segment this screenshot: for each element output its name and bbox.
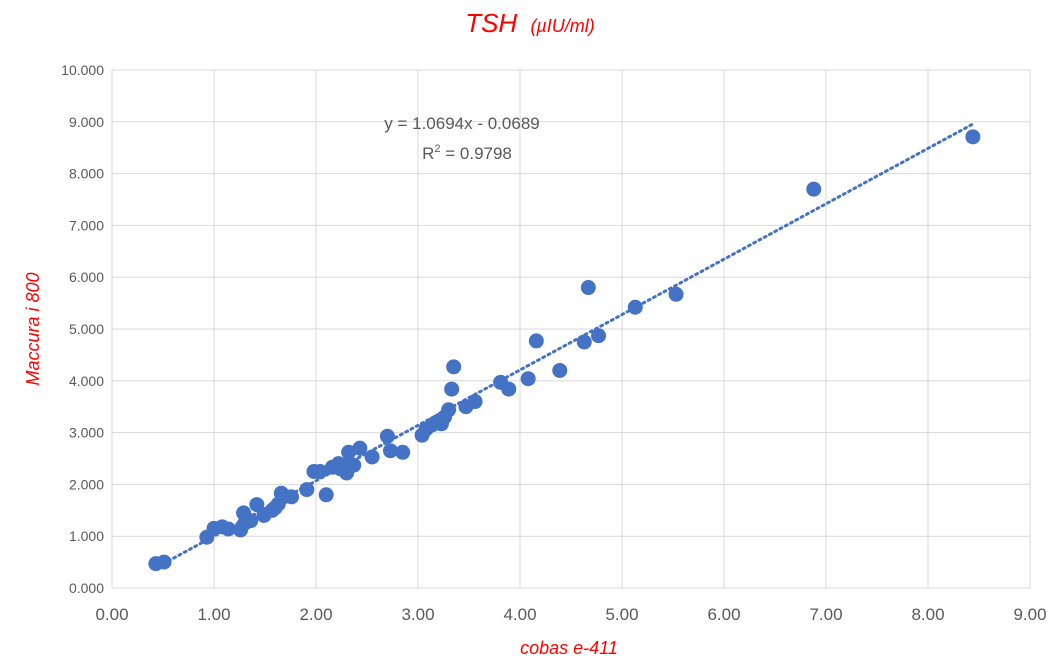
y-tick-label: 1.000 (69, 528, 104, 544)
y-tick-label: 10.000 (61, 62, 104, 78)
r-squared-label: R2 = 0.9798 (422, 143, 512, 163)
data-point (318, 487, 334, 503)
r-squared-value: = 0.9798 (441, 144, 512, 163)
y-tick-label: 2.000 (69, 476, 104, 492)
data-point (312, 463, 328, 479)
x-tick-label: 0.00 (95, 605, 128, 624)
data-point (501, 381, 517, 397)
x-tick-label: 1.00 (197, 605, 230, 624)
x-tick-label: 6.00 (707, 605, 740, 624)
data-point (528, 333, 544, 349)
data-point (520, 371, 536, 387)
y-tick-label: 0.000 (69, 580, 104, 596)
data-point (220, 521, 236, 537)
x-tick-label: 8.00 (911, 605, 944, 624)
x-tick-label: 3.00 (401, 605, 434, 624)
data-point (395, 444, 411, 460)
data-point (806, 181, 822, 197)
x-tick-label: 2.00 (299, 605, 332, 624)
x-tick-label: 7.00 (809, 605, 842, 624)
data-point (576, 334, 592, 350)
data-point (299, 482, 315, 498)
data-point (156, 554, 172, 570)
data-point (346, 457, 362, 473)
x-tick-label: 9.00 (1013, 605, 1046, 624)
data-point (379, 428, 395, 444)
r-squared-prefix: R (422, 144, 434, 163)
chart-title: TSH (µIU/ml) (465, 8, 595, 38)
x-tick-label: 5.00 (605, 605, 638, 624)
data-point (249, 497, 265, 513)
y-tick-label: 8.000 (69, 166, 104, 182)
data-point (668, 286, 684, 302)
data-point (243, 513, 259, 529)
x-axis-ticks: 0.00 1.00 2.00 3.00 4.00 5.00 6.00 7.00 8.00 9.00 (95, 605, 1046, 624)
data-point (284, 489, 300, 505)
y-axis-label: Maccura i 800 (23, 272, 43, 385)
x-tick-label: 4.00 (503, 605, 536, 624)
data-point (552, 362, 568, 378)
y-tick-label: 3.000 (69, 425, 104, 441)
data-point (627, 299, 643, 315)
y-axis-ticks: 0.000 1.000 2.000 3.000 4.000 5.000 6.000 7.000… (61, 62, 104, 596)
r-squared-superscript: 2 (434, 143, 440, 155)
data-point (441, 402, 457, 418)
data-points (148, 129, 981, 572)
data-point (467, 394, 483, 410)
data-point (352, 440, 368, 456)
x-axis-label: cobas e-411 (520, 638, 618, 658)
data-point (580, 280, 596, 296)
y-tick-label: 5.000 (69, 321, 104, 337)
data-point (444, 381, 460, 397)
data-point (382, 443, 398, 459)
gridlines (111, 69, 1031, 589)
chart-title-text: TSH (465, 8, 517, 38)
y-tick-label: 4.000 (69, 373, 104, 389)
y-tick-label: 9.000 (69, 114, 104, 130)
y-tick-label: 7.000 (69, 217, 104, 233)
data-point (965, 129, 981, 145)
chart-title-unit: (µIU/ml) (530, 16, 594, 36)
y-tick-label: 6.000 (69, 269, 104, 285)
data-point (446, 359, 462, 375)
data-point (364, 449, 380, 465)
trendline-equation: y = 1.0694x - 0.0689 (384, 114, 539, 133)
data-point (591, 328, 607, 344)
